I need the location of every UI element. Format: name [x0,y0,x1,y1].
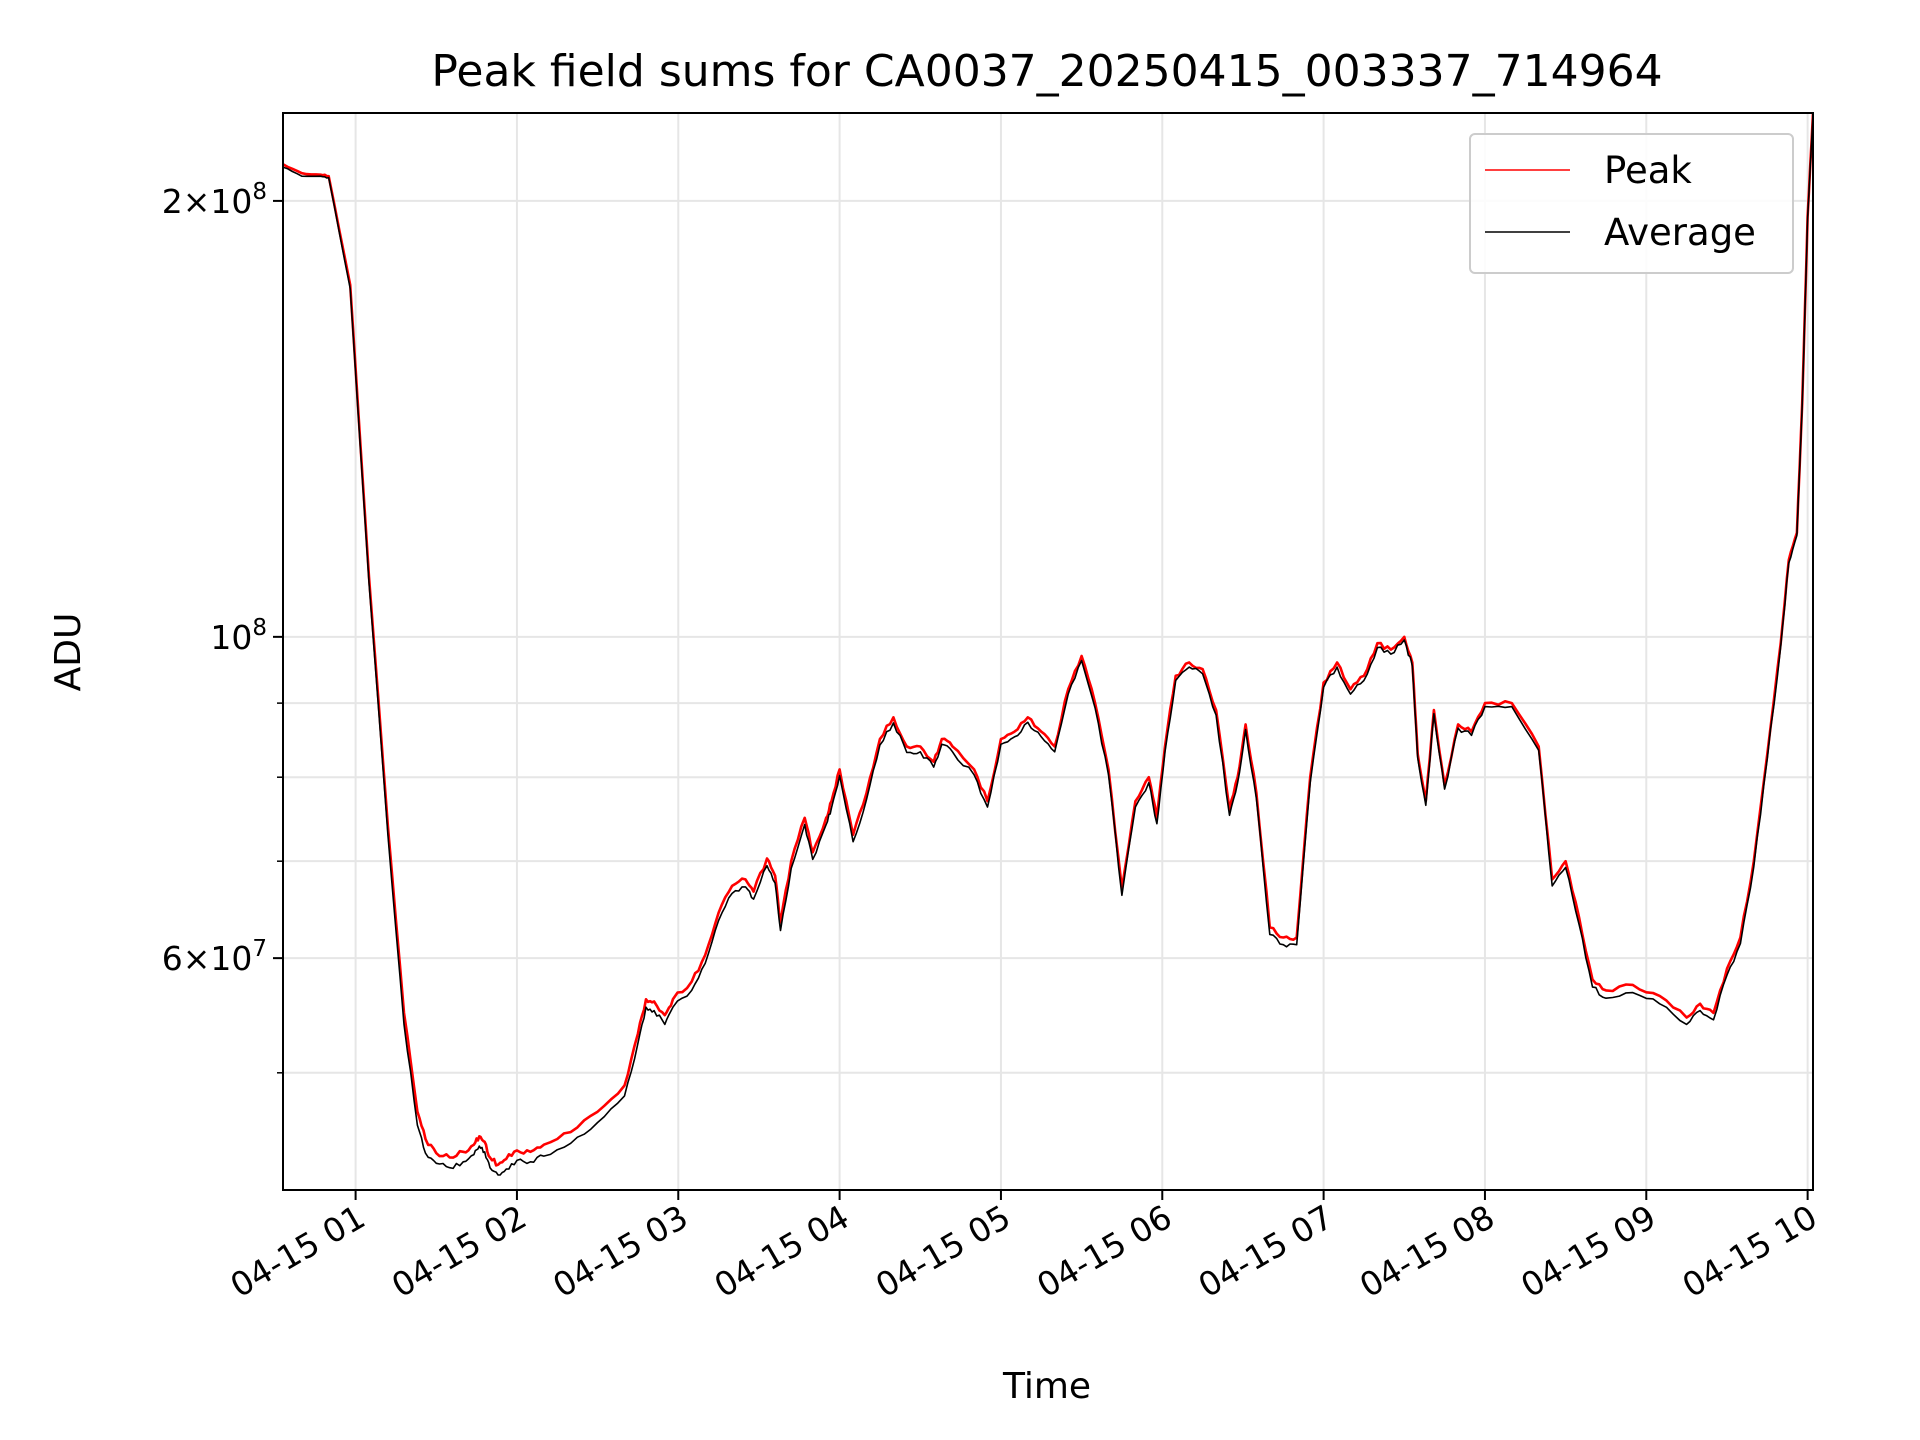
x-axis-label: Time [1002,1366,1091,1407]
y-axis-label: ADU [48,613,89,692]
legend-label-average: Average [1604,211,1756,254]
legend: Peak Average [1469,133,1794,274]
chart-title: Peak field sums for CA0037_20250415_0033… [431,46,1662,97]
legend-label-peak: Peak [1604,149,1692,192]
y-tick-label: 108 [210,615,267,657]
plot-area-frame [282,112,1814,1191]
plot-lines [283,113,1813,1176]
y-tick-label: 2×108 [162,179,267,221]
legend-box [1469,133,1794,274]
series-line-average [283,114,1813,1176]
y-tick-label: 6×107 [162,936,267,978]
